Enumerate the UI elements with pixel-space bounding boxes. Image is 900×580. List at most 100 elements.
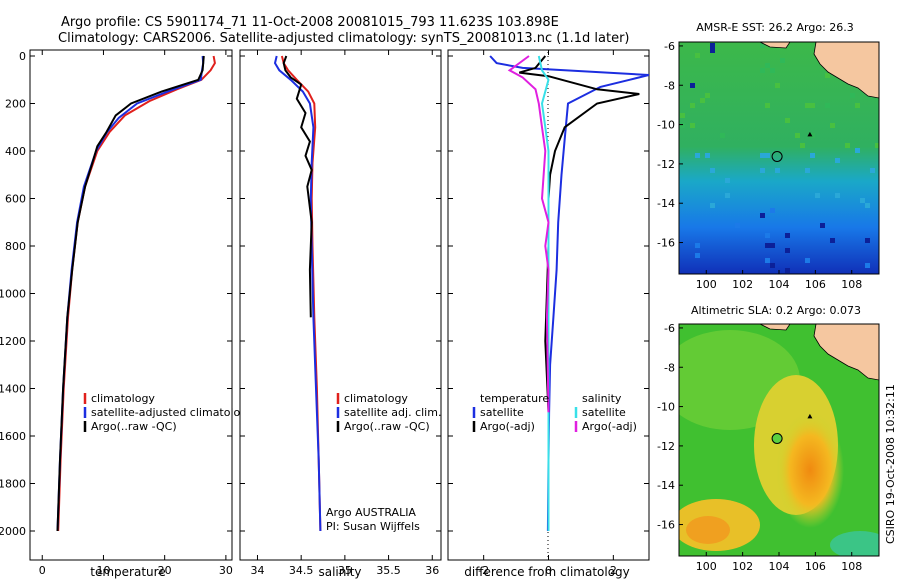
temperature-axes [29,49,233,561]
sst-pixel [865,238,870,243]
sst-pixel [760,213,765,218]
sst-pixel [770,68,775,73]
sst-pixel [865,203,870,208]
legend-temp-argo: Argo(-adj) [480,420,535,433]
sst-pixel [860,198,865,203]
difference-series-2 [537,55,550,531]
sst-pixel [805,168,810,173]
sst-pixel [785,118,790,123]
temperature-xlabel: temperature [90,565,165,579]
temperature-ytick-label: 1800 [0,478,26,491]
temperature-ytick-label: 1600 [0,430,26,443]
legend-satellite: satellite adj. clim. [344,406,441,419]
sst-pixel [705,93,710,98]
sst-pixel [765,103,770,108]
sst-pixel [765,258,770,263]
sst-pixel [695,153,700,158]
sla-ytick-label: -12 [657,440,675,453]
sst-pixel [815,193,820,198]
sst-pixel [765,243,770,248]
salinity-legend: climatology satellite adj. clim. Argo(..… [336,392,441,433]
sla-ytick-label: -6 [664,322,675,335]
sst-pixel [855,148,860,153]
sla-map-title: Altimetric SLA: 0.2 Argo: 0.073 [691,304,861,317]
sst-pixel [785,233,790,238]
sst-ytick-label: -14 [657,197,675,210]
sst-pixel [780,58,785,63]
salinity-xtick-label: 34.5 [289,564,314,577]
sst-pixel [710,48,715,53]
sst-pixel [760,168,765,173]
sst-landmass [813,42,879,99]
sst-pixel [760,43,765,48]
difference-xtick-label: 2 [610,564,617,577]
sst-xtick-label: 106 [805,278,826,291]
sst-pixel [810,133,815,138]
sst-pixel [775,83,780,88]
temperature-xtick-label: 20 [158,564,172,577]
sst-ytick-label: -16 [657,237,675,250]
sla-patch [686,516,730,544]
legend-satellite: satellite-adjusted climatology [91,406,254,419]
sst-ytick-label: -10 [657,119,675,132]
sst-pixel [770,243,775,248]
sst-xtick-label: 100 [696,278,717,291]
sst-xtick-label: 108 [841,278,862,291]
sst-landmass-small [759,42,791,49]
sst-pixel [725,193,730,198]
salinity-panel: 34 34.5 35 35.5 36 salinity climatology sate… [239,49,442,579]
temperature-ytick-label: 1200 [0,335,26,348]
salinity-axes [239,49,442,561]
sst-argo-marker [771,151,783,162]
legend-argo: Argo(..raw -QC) [91,420,177,433]
sla-xtick-label: 108 [841,560,862,573]
temperature-xtick-label: 0 [39,564,46,577]
difference-xtick-label: -2 [478,564,489,577]
sst-map-title: AMSR-E SST: 26.2 Argo: 26.3 [696,21,854,34]
temperature-ytick-label: 200 [5,98,26,111]
sst-pixel [680,113,685,118]
sst-pixel [805,103,810,108]
sst-pixel [735,223,740,228]
sst-ytick-label: -6 [664,40,675,53]
legend-climatology: climatology [91,392,155,405]
difference-legend: temperature satellite Argo(-adj) salinit… [472,392,637,433]
salinity-series-2 [282,55,313,318]
difference-series-0 [489,55,649,532]
sst-pixel [690,103,695,108]
sla-argo-marker [771,433,783,444]
sst-ytick-label: -8 [664,79,675,92]
sla-ytick-label: -10 [657,401,675,414]
side-timestamp: CSIRO 19-Oct-2008 10:32:11 [884,384,897,544]
sst-pixel [690,123,695,128]
legend-climatology: climatology [344,392,408,405]
sst-pixel [765,233,770,238]
temperature-ytick-label: 800 [5,240,26,253]
sla-patch [830,531,879,556]
sla-xtick-label: 102 [732,560,753,573]
sst-pixel [695,53,700,58]
salinity-xtick-label: 34 [250,564,264,577]
sst-pixel [850,93,855,98]
sla-landmass-small [759,324,791,331]
sst-map: AMSR-E SST: 26.2 Argo: 26.3 100 102 104 106… [657,21,880,291]
pi-label: PI: Susan Wijffels [326,520,420,533]
sst-pixel [830,123,835,128]
difference-xlabel: difference from climatology [464,565,630,579]
sst-pixel [765,153,770,158]
temperature-ytick-label: 0 [19,50,26,63]
sla-ytick-label: -16 [657,519,675,532]
temperature-ytick-label: 2000 [0,525,26,538]
legend-temp-satellite: satellite [480,406,524,419]
sla-xtick-label: 100 [696,560,717,573]
salinity-xtick-label: 36 [425,564,439,577]
sla-ytick-label: -8 [664,361,675,374]
sst-pixel [705,153,710,158]
temperature-legend: climatology satellite-adjusted climatolo… [83,392,254,433]
sst-pixel [810,103,815,108]
sst-pixel [775,168,780,173]
sst-xtick-label: 102 [732,278,753,291]
sst-pixel [710,203,715,208]
temperature-series-2 [56,55,205,532]
